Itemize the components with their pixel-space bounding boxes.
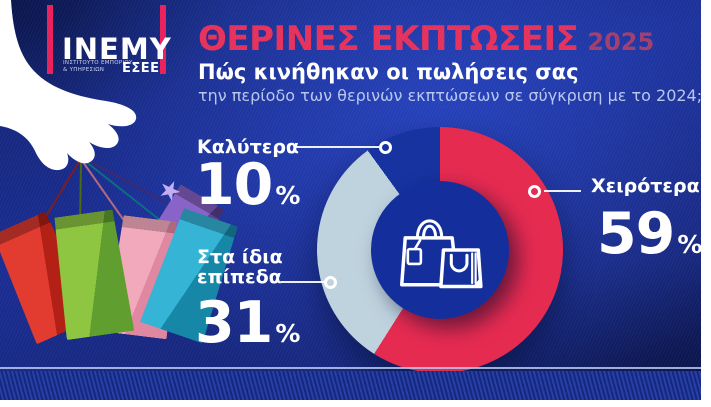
value-better: 10 % — [195, 157, 300, 214]
value-better-percent: % — [275, 181, 301, 210]
hand-with-bags-illustration: ★ — [0, 0, 245, 380]
logo-institute-line1: ΙΝΣΤΙΤΟΥΤΟ ΕΜΠΟΡΙΟΥ — [63, 60, 133, 66]
page-title: ΘΕΡΙΝΕΣ ΕΚΠΤΩΣΕΙΣ 2025 — [198, 19, 654, 59]
leader-line-worse — [544, 190, 581, 192]
value-same-percent: % — [275, 319, 301, 348]
blue-canvas: INEMY ΙΝΣΤΙΤΟΥΤΟ ΕΜΠΟΡΙΟΥ & ΥΠΗΡΕΣΙΩΝ ΕΣ… — [0, 0, 701, 400]
logo-inemy: INEMY — [62, 32, 172, 66]
label-same: Στα ίδια επίπεδα — [197, 247, 283, 287]
value-better-number: 10 — [195, 152, 273, 218]
value-worse-percent: % — [677, 230, 701, 259]
label-better: Καλύτερα — [197, 136, 299, 158]
hand-icon — [0, 0, 137, 171]
logo-esee: ΕΣΕΕ — [122, 61, 160, 76]
donut-center — [371, 181, 509, 319]
label-same-line2: επίπεδα — [197, 266, 282, 288]
value-same: 31 % — [195, 295, 300, 352]
footer-striped-band — [0, 371, 701, 400]
survey-question: την περίοδο των θερινών εκπτώσεων σε σύγ… — [198, 86, 701, 105]
value-worse: 59 % — [597, 206, 701, 263]
shopping-bags-icon — [400, 219, 483, 289]
title-text: ΘΕΡΙΝΕΣ ΕΚΠΤΩΣΕΙΣ — [198, 19, 579, 59]
label-worse: Χειρότερα — [591, 175, 700, 197]
logo-institute-line2: & ΥΠΗΡΕΣΙΩΝ — [63, 66, 105, 73]
logo-left-bar — [47, 5, 53, 74]
title-year: 2025 — [587, 28, 655, 56]
donut-chart — [317, 127, 563, 373]
logo-right-bar — [160, 5, 166, 74]
value-same-number: 31 — [195, 290, 273, 356]
page-subtitle: Πώς κινήθηκαν οι πωλήσεις σας — [198, 60, 579, 84]
leader-line-same — [281, 281, 324, 283]
callout-dot-same — [324, 276, 337, 289]
leader-line-better — [296, 146, 379, 148]
callout-dot-worse — [528, 185, 541, 198]
logo-institute-text: ΙΝΣΤΙΤΟΥΤΟ ΕΜΠΟΡΙΟΥ & ΥΠΗΡΕΣΙΩΝ — [63, 60, 133, 73]
callout-dot-better — [379, 141, 392, 154]
label-same-line1: Στα ίδια — [197, 246, 283, 268]
value-worse-number: 59 — [597, 201, 675, 267]
footer-divider-line — [0, 367, 701, 369]
